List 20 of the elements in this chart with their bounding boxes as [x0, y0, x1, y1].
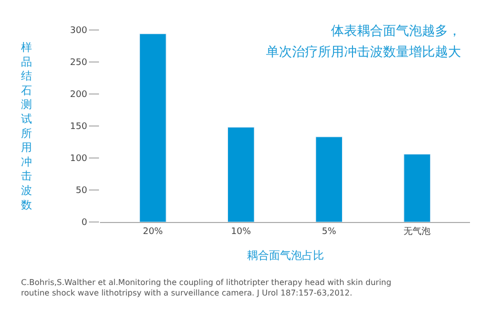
bar	[404, 154, 431, 222]
text: 单次治疗所用冲击波数量增比越大	[266, 45, 461, 60]
y-tick-label: 150	[70, 122, 88, 132]
y-tick-label: 100	[70, 154, 88, 164]
bar	[227, 127, 254, 222]
bar	[316, 136, 343, 222]
text: 样品结石测试所用冲击波数	[21, 41, 32, 212]
text: C.Bohris,S.Walther et al.Monitoring the coupling of lithotripter therapy head with skin during routine shock wave lithotripsy with a surveillance camera. J Urol 187:157-63,2012.	[21, 278, 392, 298]
y-tick-label: 50	[76, 186, 88, 196]
y-tick-label: 200	[70, 90, 88, 100]
chart-title: 体表耦合面气泡越多，	[331, 24, 461, 39]
x-axis-title: 耦合面气泡占比	[247, 249, 324, 262]
x-tick-label: 5%	[322, 226, 337, 237]
y-tick-label: 0	[81, 218, 88, 228]
y-tick-label: 300	[70, 26, 88, 36]
y-tick-label: 250	[70, 58, 88, 68]
x-tick-label: 10%	[230, 226, 252, 237]
x-tick-label: 20%	[142, 226, 164, 237]
x-tick-label: 无气泡	[404, 226, 431, 237]
bar	[139, 34, 166, 222]
